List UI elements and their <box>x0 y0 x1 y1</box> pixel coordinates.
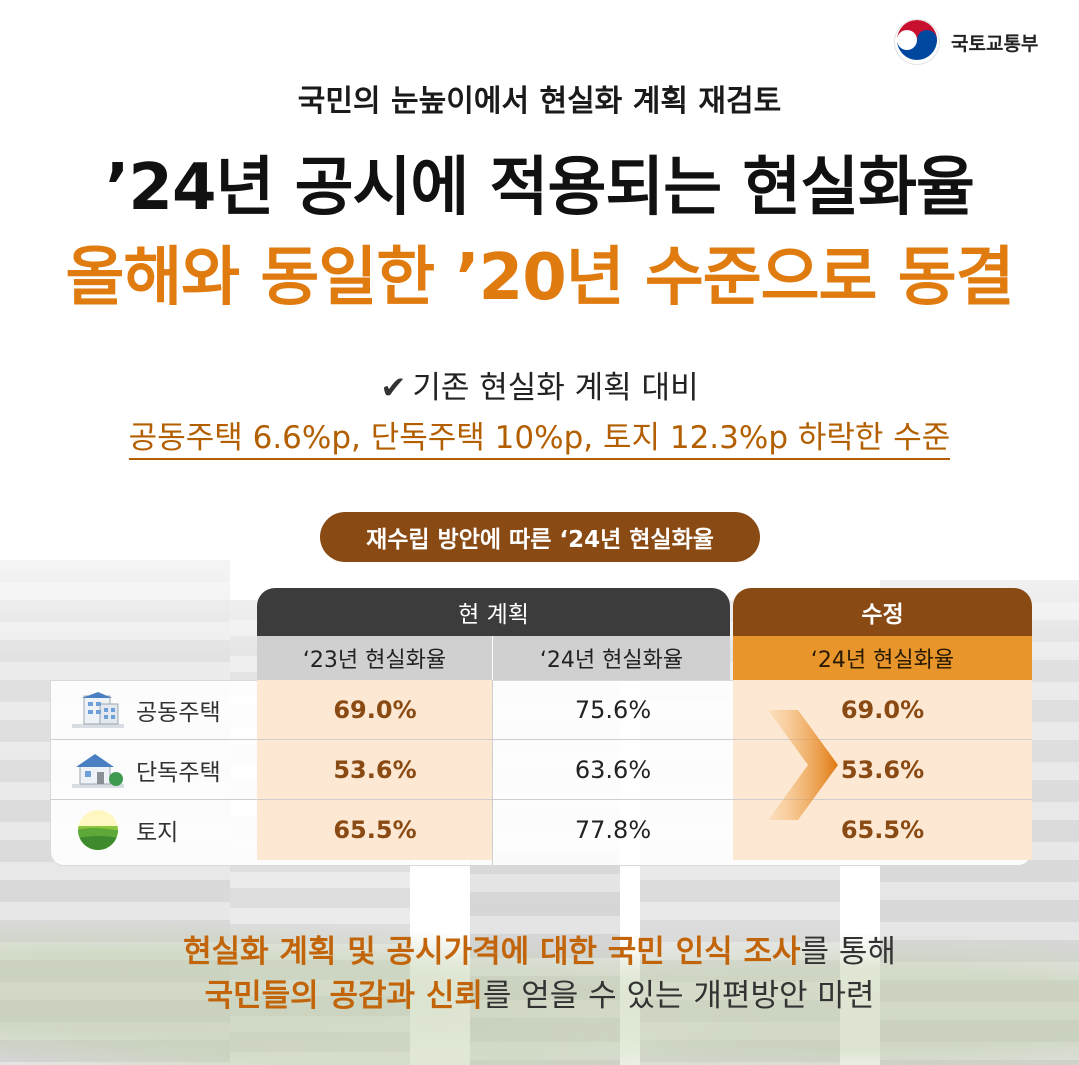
cell-23-rate: 53.6% <box>257 740 493 800</box>
ministry-logo: 국토교통부 <box>893 18 1038 66</box>
column-header-24-rate-revised: ‘24년 현실화율 <box>733 636 1032 680</box>
row-label-text: 단독주택 <box>136 760 221 786</box>
row-label-text: 토지 <box>136 820 179 846</box>
cell-23-rate: 65.5% <box>257 800 493 860</box>
table-row: 공동주택 69.0% 75.6% 69.0% <box>50 680 1032 740</box>
row-label-text: 공동주택 <box>136 700 221 726</box>
table-row: 토지 65.5% 77.8% 65.5% <box>50 800 1032 860</box>
header-current-plan: 현 계획 <box>257 588 730 636</box>
header-revised: 수정 <box>733 588 1032 636</box>
row-label: 토지 <box>50 800 257 860</box>
ministry-name: 국토교통부 <box>951 32 1039 55</box>
cell-24-rate-current: 63.6% <box>574 756 652 784</box>
comparison-detail-text: 공동주택 6.6%p, 단독주택 10%p, 토지 12.3%p 하락한 수준 <box>128 420 951 460</box>
column-header-24-rate-current: ‘24년 현실화율 <box>493 636 730 680</box>
row-label: 공동주택 <box>50 680 257 740</box>
headline-line-1: ’24년 공시에 적용되는 현실화율 <box>105 151 975 225</box>
land-icon <box>68 808 128 852</box>
taegeuk-emblem-icon <box>894 19 940 65</box>
table-row: 단독주택 53.6% 63.6% 53.6% <box>50 740 1032 800</box>
footer-line-2: 국민들의 공감과 신뢰를 얻을 수 있는 개편방안 마련 <box>0 970 1079 1015</box>
footer-line-1: 현실화 계획 및 공시가격에 대한 국민 인식 조사를 통해 <box>0 926 1079 971</box>
footer-line-1-rest: 를 통해 <box>800 934 896 970</box>
cell-23-rate: 69.0% <box>257 680 493 740</box>
rate-table: 현 계획 수정 ‘23년 현실화율 ‘24년 현실화율 ‘24년 현실화율 공동… <box>50 588 1032 866</box>
house-icon <box>68 748 128 792</box>
comparison-detail: 공동주택 6.6%p, 단독주택 10%p, 토지 12.3%p 하락한 수준 <box>0 412 1079 460</box>
footer-line-1-emphasis: 현실화 계획 및 공시가격에 대한 국민 인식 조사 <box>183 934 801 970</box>
cell-24-rate-revised: 53.6% <box>733 740 1032 800</box>
row-divider <box>50 739 1032 740</box>
apartment-icon <box>68 688 128 732</box>
table-caption-pill: 재수립 방안에 따른 ‘24년 현실화율 <box>320 512 760 562</box>
footer-line-2-rest: 를 얻을 수 있는 개편방안 마련 <box>482 978 875 1014</box>
row-divider <box>50 799 1032 800</box>
chevron-right-icon <box>768 710 838 820</box>
headline-line-2: 올해와 동일한 ’20년 수준으로 동결 <box>65 241 1015 315</box>
cell-24-rate-current: 75.6% <box>574 696 652 724</box>
comparison-heading-text: 기존 현실화 계획 대비 <box>412 370 699 406</box>
column-header-23-rate: ‘23년 현실화율 <box>257 636 494 680</box>
cell-24-rate-current: 77.8% <box>574 816 652 844</box>
footer-line-2-emphasis: 국민들의 공감과 신뢰 <box>204 978 483 1014</box>
checkmark-icon: ✔ <box>380 370 407 406</box>
comparison-heading: ✔ 기존 현실화 계획 대비 <box>0 362 1079 407</box>
column-divider <box>492 680 493 866</box>
subtitle: 국민의 눈높이에서 현실화 계획 재검토 <box>297 84 782 119</box>
row-label: 단독주택 <box>50 740 257 800</box>
